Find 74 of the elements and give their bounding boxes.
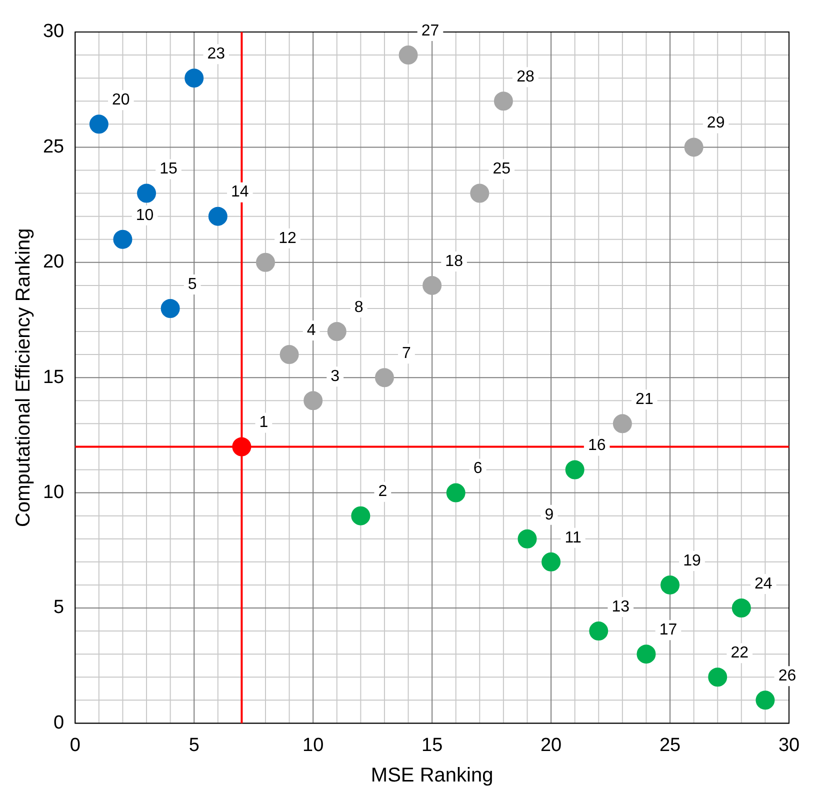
annotation: 28 (516, 68, 534, 86)
point (470, 184, 490, 203)
annotation: 8 (354, 298, 364, 316)
point (374, 368, 394, 388)
point (280, 345, 299, 364)
x-tick-label: 15 (421, 734, 443, 756)
point (232, 437, 252, 456)
x-axis-title: MSE Ranking (370, 764, 494, 787)
annotation: 12 (278, 230, 296, 247)
annotation: 4 (306, 322, 316, 339)
point (446, 483, 466, 502)
point (304, 391, 323, 410)
x-tick-label: 30 (778, 734, 800, 756)
annotation: 13 (612, 598, 630, 616)
point (351, 506, 370, 526)
y-tick-label: 5 (54, 597, 64, 618)
point (137, 184, 156, 203)
annotation: 9 (544, 506, 554, 524)
point (184, 68, 204, 88)
point (89, 114, 108, 134)
point (542, 552, 561, 572)
annotation: 7 (402, 345, 412, 362)
annotation: 24 (754, 575, 772, 592)
point (589, 622, 608, 641)
annotation: 5 (188, 276, 197, 293)
x-tick-label: 10 (302, 734, 324, 756)
point (256, 252, 275, 272)
y-axis-title: Computational Efficiency Ranking (12, 228, 35, 527)
point (160, 298, 180, 318)
annotation: 19 (683, 552, 702, 570)
point (518, 529, 537, 548)
annotation: 29 (706, 114, 725, 132)
annotation: 10 (136, 206, 154, 224)
x-tick-label: 5 (188, 734, 200, 756)
annotation: 15 (160, 160, 178, 178)
annotation: 14 (231, 184, 249, 201)
point (684, 138, 704, 157)
annotation: 21 (636, 391, 654, 408)
point (756, 690, 775, 710)
point (494, 92, 513, 111)
annotation: 2 (378, 483, 388, 500)
x-tick-label: 20 (540, 734, 562, 756)
point (208, 206, 228, 226)
point (422, 276, 442, 295)
annotation: 18 (445, 252, 464, 270)
point (113, 230, 132, 249)
annotation: 6 (473, 460, 482, 478)
point (708, 668, 728, 687)
point (327, 322, 346, 342)
y-tick-label: 0 (54, 712, 64, 734)
annotation: 27 (421, 22, 440, 40)
point (565, 460, 584, 480)
point (732, 598, 751, 618)
y-tick-label: 10 (42, 482, 64, 504)
annotation: 16 (588, 437, 606, 454)
point (398, 46, 418, 65)
point (660, 575, 680, 594)
point (612, 414, 632, 434)
annotation: 1 (259, 414, 268, 432)
y-tick-label: 30 (42, 21, 64, 42)
annotation: 20 (112, 92, 130, 109)
y-tick-label: 15 (42, 366, 64, 388)
annotation: 23 (207, 45, 226, 62)
x-tick-label: 0 (70, 734, 80, 756)
annotation: 17 (659, 621, 678, 638)
y-tick-label: 25 (42, 136, 64, 158)
annotation: 11 (564, 529, 582, 546)
y-tick-label: 20 (42, 252, 64, 273)
annotation: 26 (778, 668, 796, 685)
point (636, 644, 656, 664)
annotation: 3 (330, 368, 340, 386)
annotation: 22 (730, 644, 749, 662)
x-tick-label: 25 (659, 734, 681, 756)
annotation: 25 (492, 160, 511, 178)
